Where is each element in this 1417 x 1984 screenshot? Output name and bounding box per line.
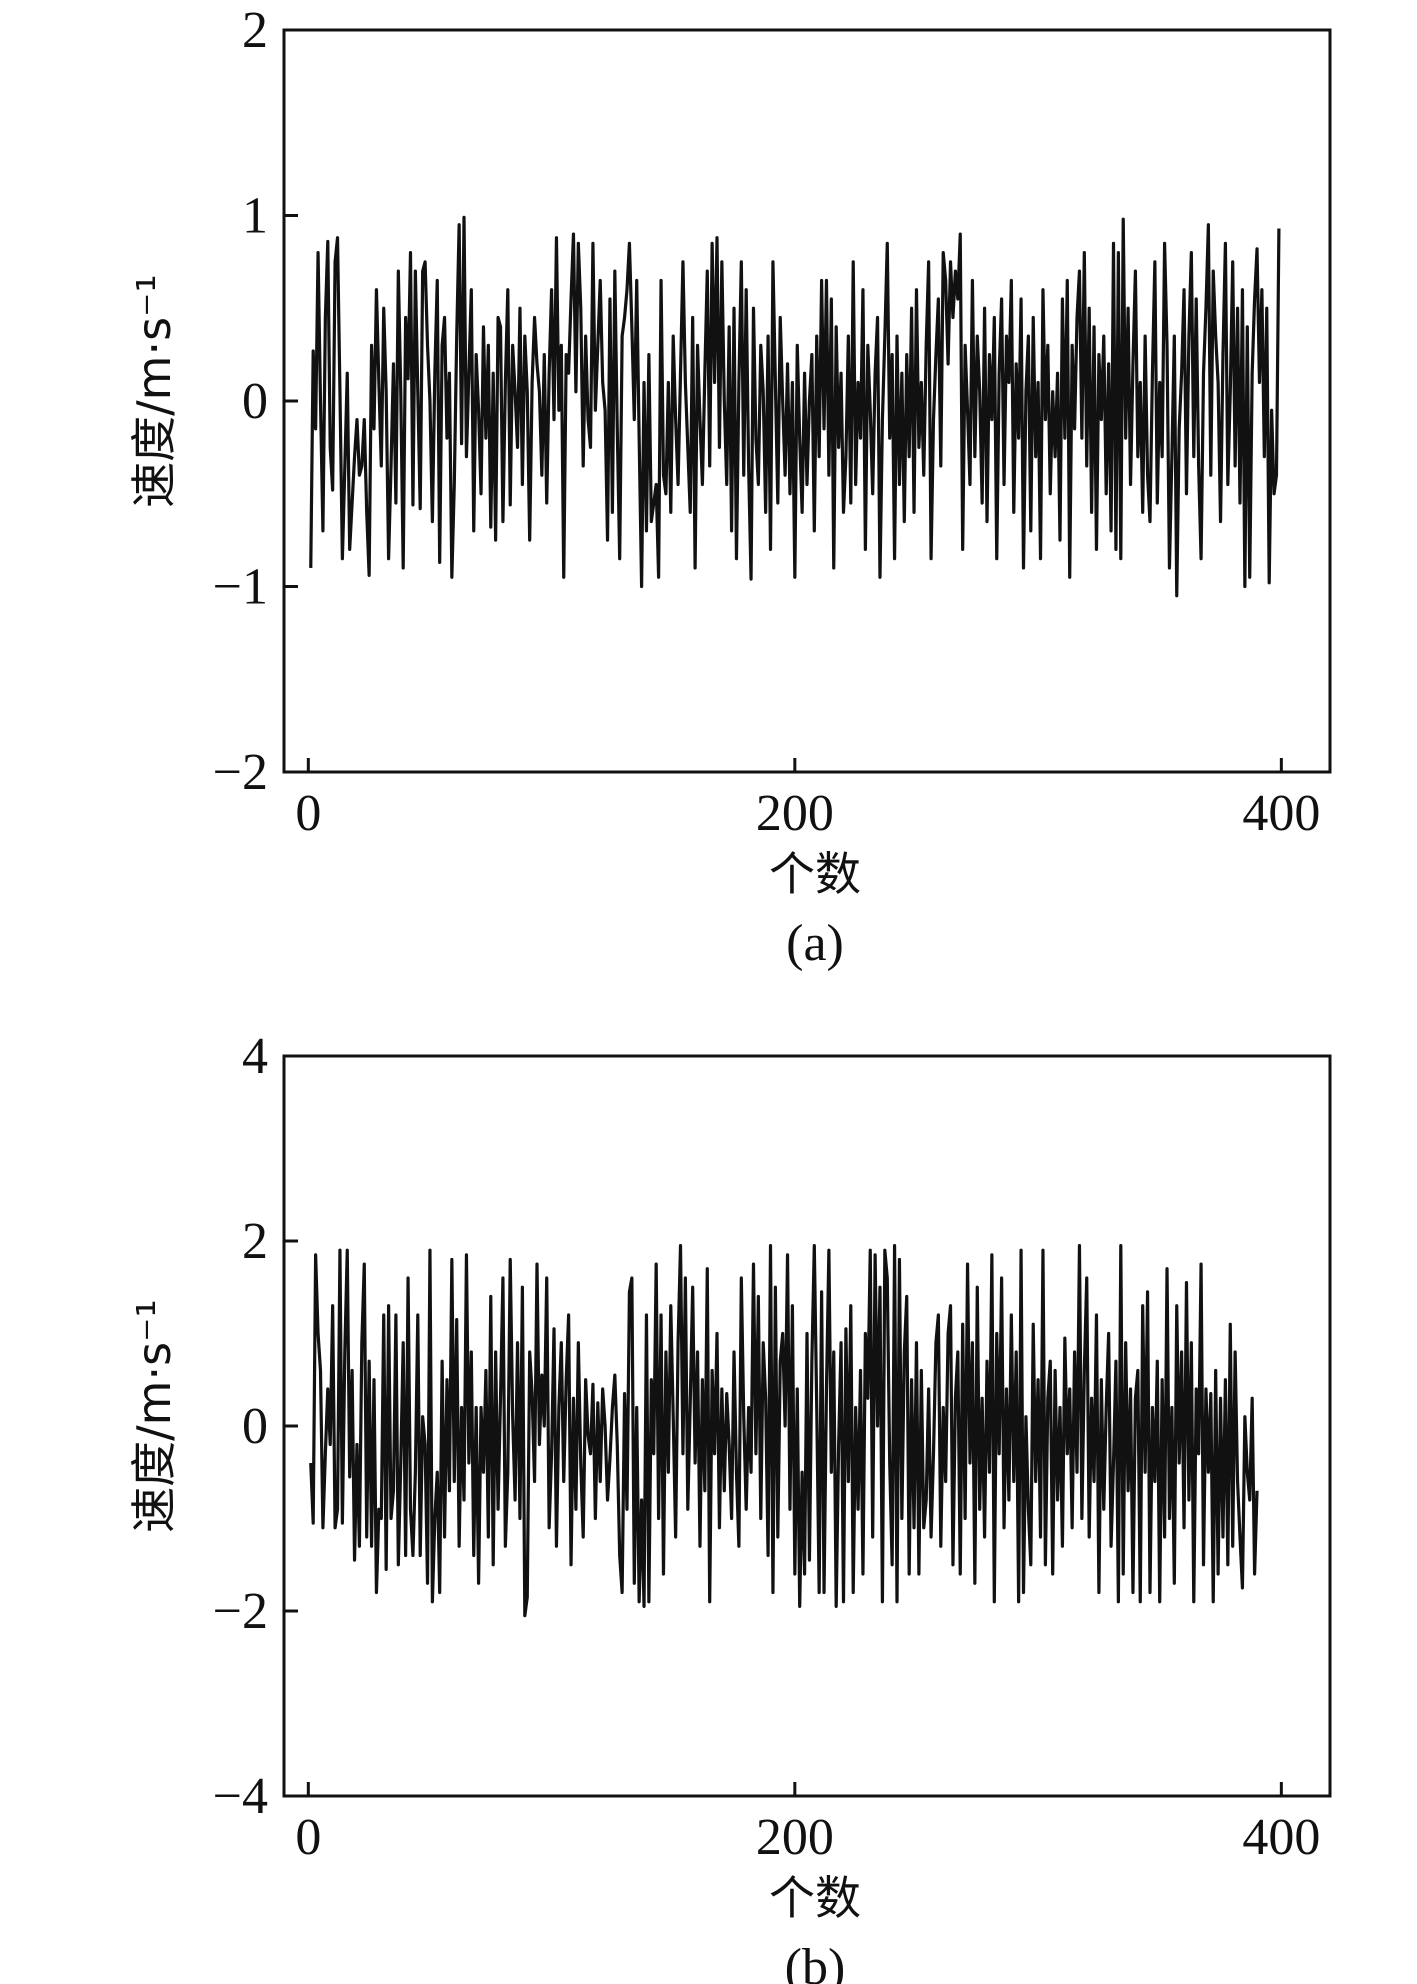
x-tick-label: 200 bbox=[756, 1809, 834, 1866]
chart-panel-b: 0 200 400 −4 −2 0 2 4 个数 速度/m·s⁻¹ (b) bbox=[127, 1028, 1332, 1984]
y-tick-label: 2 bbox=[242, 1213, 268, 1270]
y-tick-label: −2 bbox=[213, 744, 268, 801]
y-tick-label: 2 bbox=[242, 2, 268, 59]
y-tick-label: 1 bbox=[242, 188, 268, 245]
y-tick-label: 4 bbox=[242, 1028, 268, 1085]
panel-label: (b) bbox=[785, 1939, 846, 1984]
chart-panel-a: 0 200 400 −2 −1 0 1 2 个数 速度/m·s⁻¹ (a) bbox=[127, 2, 1332, 972]
y-axis-label: 速度/m·s⁻¹ bbox=[127, 274, 181, 508]
x-axis-label: 个数 bbox=[769, 847, 861, 901]
x-tick-label: 400 bbox=[1242, 785, 1320, 842]
y-tick-label: −4 bbox=[213, 1768, 268, 1825]
x-tick-label: 200 bbox=[756, 785, 834, 842]
x-tick-label: 0 bbox=[295, 1809, 321, 1866]
panel-label: (a) bbox=[786, 915, 844, 972]
series-line bbox=[309, 215, 1281, 598]
x-tick-label: 400 bbox=[1242, 1809, 1320, 1866]
series-line bbox=[309, 1244, 1259, 1618]
y-tick-label: 0 bbox=[242, 1398, 268, 1455]
y-tick-label: −1 bbox=[213, 559, 268, 616]
y-tick-label: 0 bbox=[242, 373, 268, 430]
y-tick-label: −2 bbox=[213, 1583, 268, 1640]
x-tick-label: 0 bbox=[295, 785, 321, 842]
x-axis-label: 个数 bbox=[769, 1871, 861, 1925]
y-axis-label: 速度/m·s⁻¹ bbox=[127, 1299, 181, 1533]
